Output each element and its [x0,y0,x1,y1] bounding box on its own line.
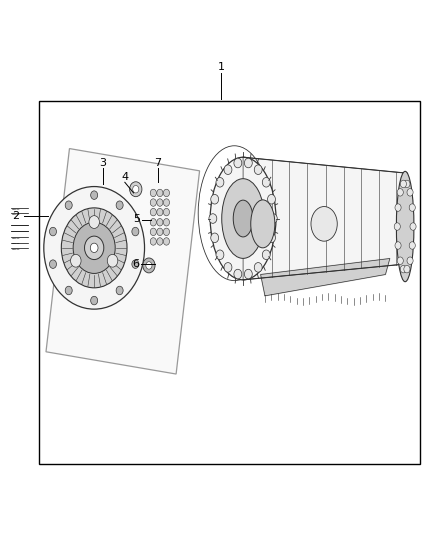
Circle shape [150,219,156,226]
Text: 5: 5 [134,214,141,223]
Circle shape [49,227,57,236]
Circle shape [211,195,219,204]
Circle shape [234,269,242,279]
Circle shape [157,238,163,245]
Circle shape [400,180,406,188]
Circle shape [407,257,413,264]
Bar [39,101,420,464]
Circle shape [157,208,163,216]
Circle shape [143,258,155,273]
Circle shape [244,158,252,168]
Text: 4: 4 [121,172,128,182]
Text: 1: 1 [218,62,225,71]
Circle shape [116,286,123,295]
Circle shape [268,195,276,204]
Circle shape [73,222,115,273]
Circle shape [150,199,156,206]
Circle shape [254,165,262,174]
Circle shape [397,257,403,264]
Polygon shape [243,157,407,280]
Circle shape [89,216,99,229]
Circle shape [163,228,170,236]
Circle shape [400,265,406,273]
Circle shape [224,165,232,174]
Ellipse shape [222,179,265,259]
Ellipse shape [233,200,253,237]
Circle shape [132,260,139,269]
Circle shape [49,260,57,269]
Circle shape [244,269,252,279]
Circle shape [44,187,145,309]
Circle shape [269,214,277,223]
Circle shape [150,208,156,216]
Circle shape [133,185,139,193]
Text: 6: 6 [132,259,139,269]
Circle shape [163,199,170,206]
Ellipse shape [396,172,414,282]
Circle shape [163,219,170,226]
Circle shape [216,250,224,260]
Circle shape [409,204,415,211]
Circle shape [262,177,270,187]
Circle shape [395,204,401,211]
Circle shape [150,238,156,245]
Circle shape [254,263,262,272]
Circle shape [163,208,170,216]
Polygon shape [261,259,390,296]
Circle shape [209,214,217,223]
Circle shape [404,180,410,188]
Text: ___: ___ [11,205,19,209]
Circle shape [211,233,219,243]
Text: ___: ___ [11,239,19,244]
Circle shape [132,227,139,236]
Circle shape [116,201,123,209]
Polygon shape [46,149,200,374]
Circle shape [146,262,152,269]
Circle shape [157,189,163,197]
Text: 3: 3 [99,158,106,167]
Text: 2: 2 [12,211,19,221]
Circle shape [65,201,72,209]
Ellipse shape [311,207,337,241]
Circle shape [397,189,403,196]
Circle shape [150,189,156,197]
Circle shape [409,242,415,249]
Circle shape [163,238,170,245]
Circle shape [268,233,276,243]
Circle shape [71,254,81,267]
Circle shape [157,199,163,206]
Circle shape [157,228,163,236]
Circle shape [163,189,170,197]
Text: ___: ___ [11,234,19,239]
Text: ___: ___ [11,210,19,215]
Circle shape [234,158,242,168]
Text: ___: ___ [11,245,19,249]
Ellipse shape [251,200,275,248]
Circle shape [91,191,98,199]
Circle shape [262,250,270,260]
Circle shape [157,219,163,226]
Text: 7: 7 [154,158,161,167]
Circle shape [130,182,142,197]
Circle shape [85,236,104,260]
Ellipse shape [210,157,276,280]
Circle shape [224,263,232,272]
Circle shape [404,265,410,273]
Circle shape [410,223,416,230]
Circle shape [407,189,413,196]
Circle shape [65,286,72,295]
Circle shape [394,223,400,230]
Circle shape [216,177,224,187]
Circle shape [91,296,98,305]
Circle shape [61,208,127,288]
Circle shape [90,243,98,253]
Circle shape [150,228,156,236]
Circle shape [107,254,118,267]
Circle shape [395,242,401,249]
